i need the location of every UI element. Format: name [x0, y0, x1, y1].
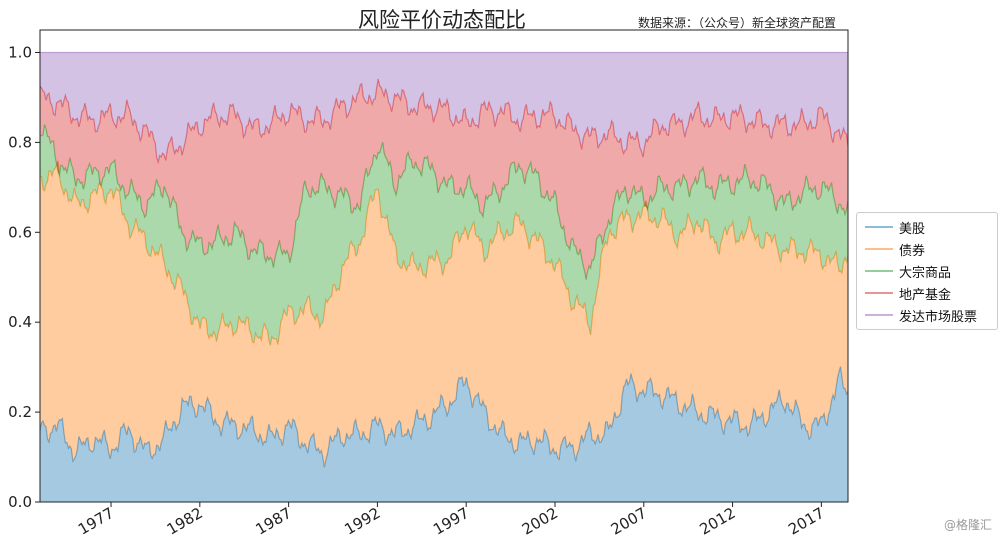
- legend-swatch: [865, 270, 893, 272]
- plot-frame: [39, 29, 849, 503]
- chart-title: 风险平价动态配比: [358, 8, 526, 32]
- x-tick-label: 2017: [785, 504, 827, 539]
- y-tick-label: 1.0: [8, 43, 32, 61]
- area-1: [40, 160, 848, 468]
- area-2: [40, 124, 848, 346]
- x-tick-label: 2002: [519, 504, 561, 539]
- y-tick-label: 0.4: [8, 313, 32, 331]
- series-line-0: [39, 366, 849, 468]
- x-tick-label: 1997: [430, 504, 472, 539]
- legend-label: 地产基金: [899, 287, 952, 303]
- series-line-3: [39, 78, 849, 165]
- watermark: @格隆汇: [943, 518, 992, 532]
- y-tick-label: 0.6: [8, 223, 32, 241]
- legend-swatch: [865, 226, 893, 228]
- x-tick-label: 1987: [253, 504, 295, 539]
- x-tick-label: 2007: [608, 504, 650, 539]
- legend-item: 发达市场股票: [857, 304, 997, 326]
- y-tick-label: 0.0: [8, 493, 32, 511]
- legend-swatch: [865, 292, 893, 294]
- legend-label: 债券: [899, 243, 926, 259]
- area-0: [40, 366, 848, 502]
- legend-item: 地产基金: [857, 282, 997, 304]
- data-source-note: 数据来源：（公众号）新全球资产配置: [638, 16, 837, 30]
- x-tick-label: 1982: [164, 504, 206, 539]
- legend-swatch: [865, 314, 893, 316]
- legend-label: 大宗商品: [899, 265, 952, 281]
- chart-legend: 美股债券大宗商品地产基金发达市场股票: [856, 212, 998, 330]
- y-tick-label: 0.8: [8, 133, 32, 151]
- legend-label: 发达市场股票: [899, 309, 978, 325]
- legend-item: 大宗商品: [857, 260, 997, 282]
- series-line-2: [40, 124, 849, 280]
- y-tick-label: 0.2: [8, 403, 32, 421]
- legend-item: 债券: [857, 238, 997, 260]
- legend-swatch: [865, 248, 893, 250]
- legend-item: 美股: [857, 216, 997, 238]
- x-tick-label: 1977: [75, 504, 117, 539]
- series-line-1: [40, 160, 849, 346]
- legend-label: 美股: [899, 221, 926, 237]
- x-tick-label: 1992: [341, 504, 383, 539]
- x-tick-label: 2012: [697, 504, 739, 539]
- area-4: [40, 52, 848, 162]
